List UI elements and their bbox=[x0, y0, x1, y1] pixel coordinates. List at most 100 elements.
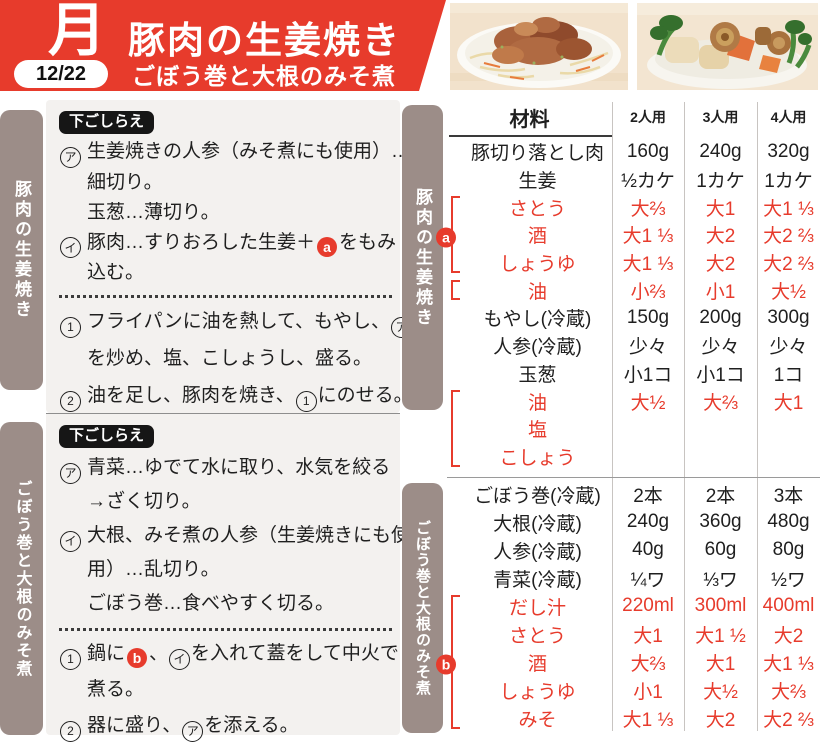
circled-kana-marker: ア bbox=[60, 146, 81, 168]
instruction-line: 2 油を足し、豚肉を焼き、 1 にのせる。 bbox=[59, 377, 413, 414]
ingredient-amount: 360g bbox=[699, 511, 742, 532]
ingredient-row: 人参(冷蔵) 少々 少々 少々 bbox=[447, 332, 820, 360]
circled-number-marker: 2 bbox=[60, 720, 81, 742]
ingredient-amount: 大1 ½ bbox=[695, 625, 746, 647]
group-bracket bbox=[451, 595, 460, 620]
ingredient-amount: ⅓ワ bbox=[703, 569, 738, 591]
ingredient-amount: 小1 bbox=[633, 681, 663, 703]
bracket-cell bbox=[447, 536, 463, 564]
ingredient-amount: 大1 bbox=[705, 198, 736, 220]
ingredient-name: 油 bbox=[527, 281, 547, 303]
group-bracket bbox=[451, 248, 460, 274]
ingredient-row: 豚切り落とし肉 160g 240g 320g bbox=[447, 138, 820, 166]
ingredients-table: 材料 2人用 3人用 4人用 豚切り落とし肉 160g 240g 320g 生姜 ½カケ 1… bbox=[436, 98, 820, 735]
ingredient-amount: 480g bbox=[767, 511, 810, 532]
prep-label-badge: 下ごしらえ bbox=[59, 111, 155, 134]
ingredient-name: 人参(冷蔵) bbox=[493, 337, 582, 359]
ingredient-name: みそ bbox=[518, 709, 557, 731]
ingredient-row: 青菜(冷蔵) ¼ワ ⅓ワ ½ワ bbox=[447, 564, 820, 592]
ingredient-amount: 大⅔ bbox=[630, 198, 666, 220]
sidebar-tab-pork-ginger: 豚肉の生姜焼き bbox=[0, 110, 43, 390]
ingredient-amount: 小1コ bbox=[623, 364, 673, 386]
circled-number-marker: 2 bbox=[60, 391, 81, 412]
ingredient-row: さとう 大⅔ 大1 大1 ⅓ bbox=[447, 193, 820, 222]
group-bracket bbox=[451, 442, 460, 468]
column-header-ingredient: 材料 bbox=[509, 108, 550, 131]
instruction-line: ア生姜焼きの人参（みそ煮にも使用）… bbox=[59, 137, 410, 168]
instruction-line: を炒め、塩、こしょうし、盛る。 bbox=[87, 348, 373, 369]
ingredient-amount: 大2 ⅔ bbox=[763, 709, 814, 731]
ingredient-amount: 少々 bbox=[701, 337, 740, 359]
ingredient-amount: 大⅔ bbox=[771, 681, 806, 703]
ingredient-row: ごぼう巻(冷蔵) 2本 2本 3本 bbox=[447, 480, 820, 508]
bracket-cell bbox=[447, 138, 463, 166]
bracket-cell bbox=[447, 304, 463, 332]
table-section-pork-ginger: 豚切り落とし肉 160g 240g 320g 生姜 ½カケ 1カケ 1カケ さとう 大⅔ 大1 大1 … bbox=[436, 138, 820, 470]
group-bracket bbox=[451, 196, 460, 222]
ingredient-name: 玉葱 bbox=[518, 364, 557, 386]
ingredient-amount: 大1 bbox=[705, 653, 736, 675]
group-bracket bbox=[451, 414, 460, 443]
group-bracket bbox=[451, 676, 460, 704]
ingredient-name: 塩 bbox=[527, 420, 547, 442]
instruction-line: 用）…乱切り。 bbox=[87, 559, 220, 580]
bracket-cell bbox=[447, 276, 463, 304]
column-header-4-servings: 4人用 bbox=[770, 109, 807, 125]
ingredient-amount: 大1 bbox=[773, 392, 804, 414]
prep-section: ア生姜焼きの人参（みそ煮にも使用）… 細切り。 玉葱…薄切り。イ豚肉…すりおろした生… bbox=[59, 137, 410, 288]
ingredient-amount: 大½ bbox=[771, 281, 806, 303]
column-divider bbox=[757, 102, 758, 731]
circled-number-marker: 1 bbox=[60, 648, 81, 670]
group-badge-holder: a bbox=[434, 222, 458, 248]
table-tab-miso-simmer: ごぼう巻と大根のみそ煮 bbox=[402, 483, 443, 733]
circled-kana-marker: イ bbox=[60, 237, 81, 258]
ingredient-amount: 大½ bbox=[703, 681, 738, 703]
group-bracket bbox=[451, 704, 460, 729]
ingredient-name: 酒 bbox=[527, 653, 547, 675]
ingredient-amount: 1コ bbox=[773, 364, 804, 386]
ingredient-row: さとう 大1 大1 ½ 大2 bbox=[447, 620, 820, 648]
sidebar-tab-miso-simmer: ごぼう巻と大根のみそ煮 bbox=[0, 422, 43, 735]
bracket-cell bbox=[447, 480, 463, 508]
ingredient-name: 人参(冷蔵) bbox=[493, 541, 582, 563]
instruction-line: ア青菜…ゆでて水に取り、水気を絞る bbox=[59, 451, 394, 485]
ingredient-name: だし汁 bbox=[508, 597, 566, 619]
ingredient-amount: 3本 bbox=[773, 485, 804, 507]
ingredient-amount: ½ワ bbox=[771, 569, 806, 591]
weekday-label: 月 bbox=[48, 0, 107, 63]
ingredient-row: みそ 大1 ⅓ 大2 大2 ⅔ bbox=[447, 704, 820, 732]
column-divider bbox=[612, 102, 613, 731]
bracket-cell bbox=[447, 166, 463, 194]
seasoning-group-badge-a: a bbox=[436, 227, 456, 248]
ingredient-amount: ½カケ bbox=[621, 171, 675, 193]
ingredient-name: さとう bbox=[508, 625, 566, 647]
ingredient-amount: 大1 bbox=[633, 625, 663, 647]
recipe-subtitle: ごぼう巻と大根のみそ煮 bbox=[132, 63, 396, 89]
dotted-divider bbox=[59, 628, 392, 631]
bracket-cell bbox=[447, 676, 463, 704]
bracket-cell bbox=[447, 592, 463, 620]
bracket-cell bbox=[447, 387, 463, 415]
ingredient-amount: ¼ワ bbox=[630, 569, 666, 591]
table-tab-pork-ginger: 豚肉の生姜焼き bbox=[402, 105, 443, 410]
ingredient-amount: 220ml bbox=[622, 595, 674, 616]
ingredient-amount: 200g bbox=[699, 306, 742, 328]
table-section-miso-simmer: ごぼう巻(冷蔵) 2本 2本 3本 大根(冷蔵) 240g 360g 480g 人参(冷蔵) 40… bbox=[436, 477, 820, 732]
table-header-row: 材料 2人用 3人用 4人用 bbox=[447, 98, 820, 136]
ingredient-name: さとう bbox=[508, 198, 566, 220]
ingredient-amount: 240g bbox=[626, 511, 670, 532]
ingredient-amount: 1カケ bbox=[764, 171, 813, 193]
ingredient-amount: 小1コ bbox=[696, 364, 745, 386]
instruction-line: ごぼう巻…食べやすく切る。 bbox=[87, 593, 335, 614]
ingredient-amount: 大⅔ bbox=[630, 653, 666, 675]
ingredient-amount: 300g bbox=[767, 306, 810, 328]
dish-photo-miso-simmer bbox=[637, 3, 818, 90]
bracket-cell: a bbox=[436, 221, 463, 249]
instructions-block-pork-ginger: 下ごしらえ ア生姜焼きの人参（みそ煮にも使用）… 細切り。 玉葱…薄切り。イ豚肉…す… bbox=[46, 100, 413, 414]
ingredient-amount: 300ml bbox=[694, 595, 747, 616]
instruction-line: →ざく切り。 bbox=[87, 491, 201, 512]
ingredient-amount: 大1 ⅓ bbox=[622, 254, 674, 276]
bracket-cell bbox=[447, 360, 463, 388]
column-header-3-servings: 3人用 bbox=[702, 109, 739, 125]
ingredient-row: a 酒 大1 ⅓ 大2 大2 ⅔ bbox=[436, 221, 820, 249]
